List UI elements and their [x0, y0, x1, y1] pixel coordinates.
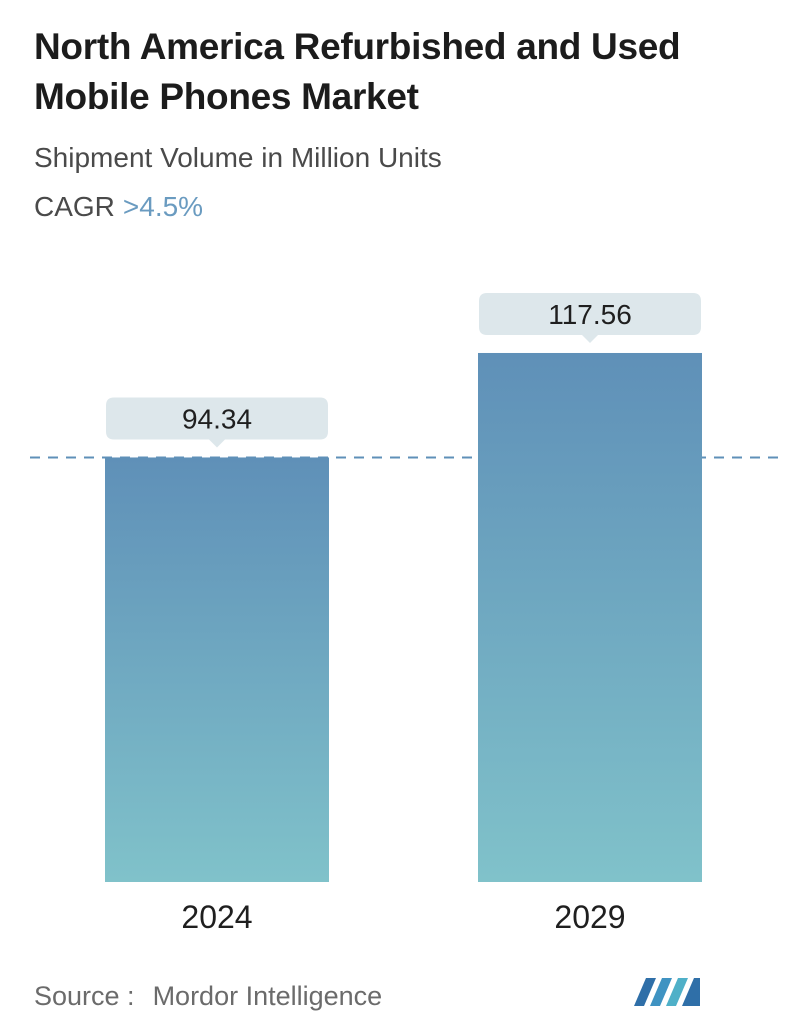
bar-2024 [105, 457, 329, 882]
cagr-line: CAGR >4.5% [34, 187, 203, 227]
chart-subtitle: Shipment Volume in Million Units [34, 142, 442, 173]
source-name: Mordor Intelligence [152, 981, 383, 1011]
value-label-box-2029 [479, 292, 701, 343]
value-label-box-2024 [106, 397, 328, 448]
data-label-2029: 117.56 [548, 299, 632, 330]
cagr-label: CAGR [34, 191, 115, 222]
x-tick-label-2029: 2029 [554, 899, 625, 935]
bar-2029 [478, 352, 702, 883]
x-tick-label-2024: 2024 [181, 899, 252, 935]
mordor-intelligence-logo-icon [634, 978, 700, 1006]
source-line: Source : Mordor Intelligence [34, 976, 382, 1016]
bar-chart: 94.34 2024 117.56 2029 [30, 292, 784, 935]
cagr-value: >4.5% [122, 191, 204, 222]
chart-title: North America Refurbished and Used Mobil… [34, 26, 681, 117]
data-label-2024: 94.34 [182, 403, 252, 434]
source-label: Source : [34, 981, 135, 1011]
